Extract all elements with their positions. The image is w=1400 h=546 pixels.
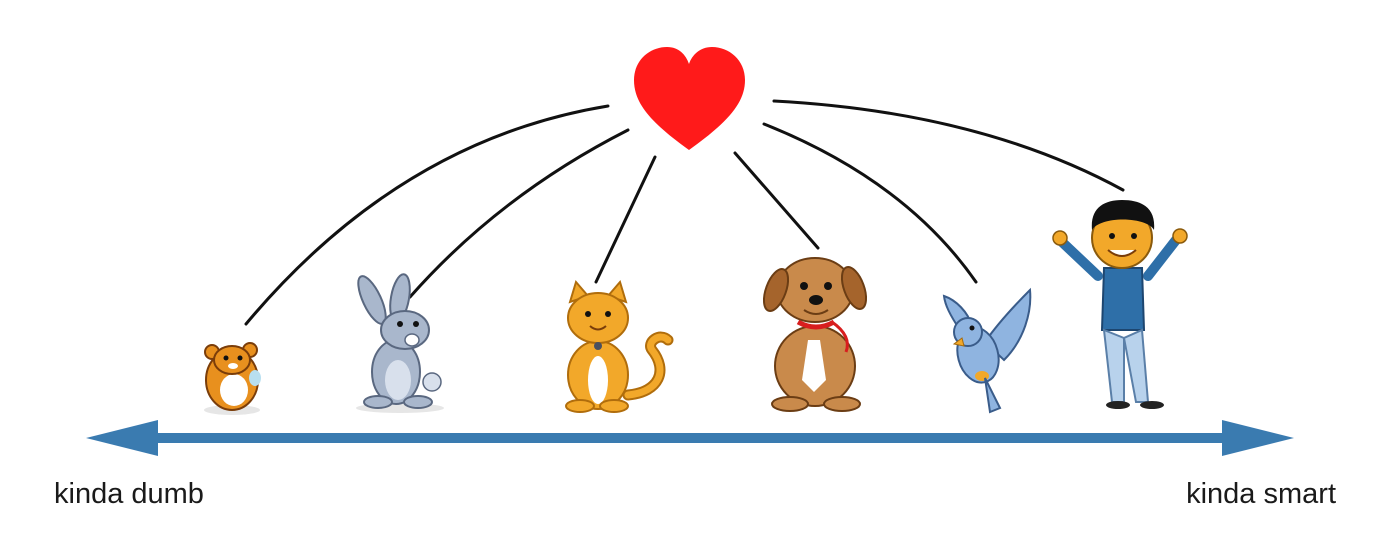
axis-label-right: kinda smart bbox=[1186, 478, 1336, 510]
connector-lines bbox=[244, 99, 1125, 326]
connector-bird bbox=[762, 122, 978, 284]
axis-label-left: kinda dumb bbox=[54, 478, 204, 510]
connector-cat bbox=[594, 155, 657, 284]
dog-icon bbox=[762, 257, 868, 412]
intelligence-axis-arrow bbox=[86, 420, 1294, 456]
cat-icon bbox=[565, 279, 674, 413]
connector-person bbox=[772, 99, 1125, 192]
connector-dog bbox=[733, 151, 820, 250]
hamster-icon bbox=[204, 342, 261, 415]
bird-icon bbox=[942, 287, 1032, 414]
connector-rabbit bbox=[408, 128, 630, 299]
person-icon bbox=[1052, 200, 1188, 409]
connector-hamster bbox=[244, 104, 610, 326]
heart-icon bbox=[634, 47, 745, 150]
rabbit-icon bbox=[356, 273, 444, 413]
